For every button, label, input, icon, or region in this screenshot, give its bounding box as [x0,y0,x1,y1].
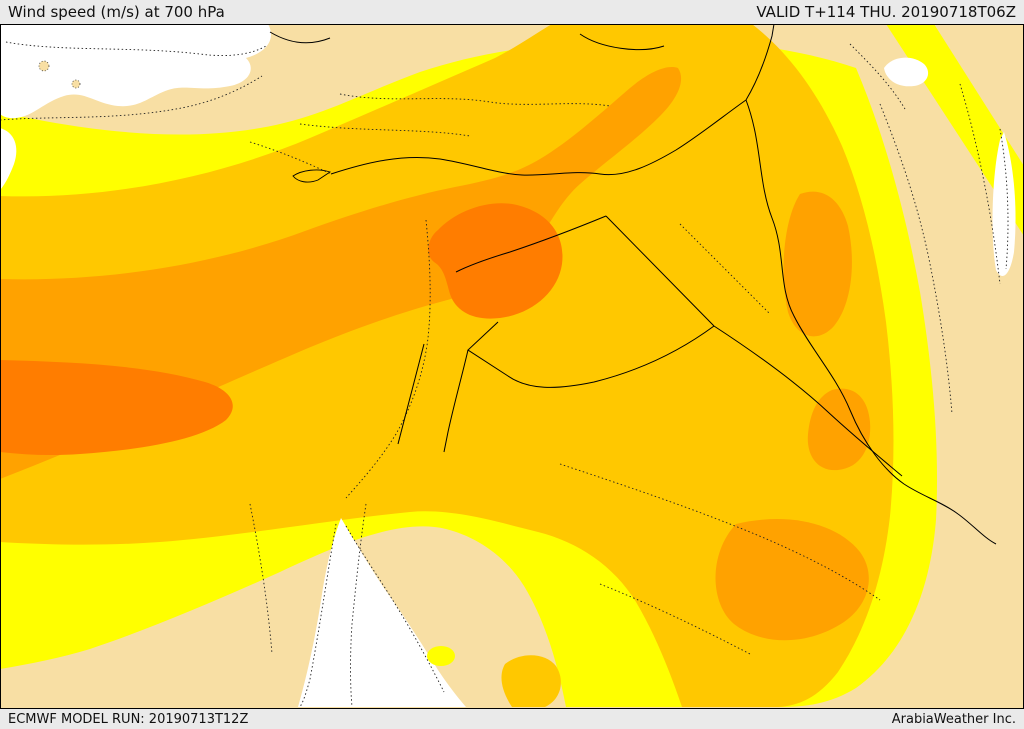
coastlines-dotted [0,41,1009,708]
admin-turkey-1 [339,93,611,107]
outline-cyprus [292,169,332,183]
contour-orange-blob-east-mid [807,388,871,471]
contour-gold-patch-south [501,655,561,707]
model-run-label: ECMWF MODEL RUN: 20190713T12Z [8,711,249,727]
contour-core-deep-orange-levant [428,203,563,319]
border-caucasus [579,33,665,51]
coastline-levant [345,219,431,499]
admin-iran-1 [879,103,953,415]
calm-white-areas [0,24,1016,707]
border-turkey-south [330,99,747,176]
coastline-nw-top [5,41,267,56]
footer-bar: ECMWF MODEL RUN: 20190713T12Z ArabiaWeat… [0,709,1024,729]
valid-time-label: VALID T+114 THU. 20190718T06Z [756,3,1016,21]
border-iraq-saudi-west [467,321,715,388]
coastline-caspian [999,128,1009,270]
border-iran-west [745,99,997,545]
calm-area-west-edge [0,128,17,190]
admin-egypt [249,503,273,655]
contour-orange-blob-east-upper [783,191,852,337]
island-1 [38,60,50,72]
contour-band-gold [0,24,894,707]
coastline-red-sea-east [345,525,445,693]
island-2 [71,79,81,89]
calm-area-northwest [0,24,272,119]
calm-area-east-edge [992,132,1016,276]
admin-iraq [679,223,771,315]
contour-core-deep-orange-west [0,360,233,456]
coastline-black-sea [0,75,263,121]
admin-saudi-1 [559,463,881,601]
border-jordan-aqaba [443,349,469,453]
border-iraq-saudi-east [713,325,903,477]
border-turkey-northeast [745,24,775,101]
brand-label: ArabiaWeather Inc. [891,711,1016,727]
contour-orange-blob-southeast [715,519,869,641]
calm-area-northeast-spot [884,57,929,87]
calm-area-red-sea [298,518,466,707]
border-syria-iraq [605,215,715,327]
header-bar: Wind speed (m/s) at 700 hPa VALID T+114 … [0,0,1024,24]
map-title: Wind speed (m/s) at 700 hPa [8,3,225,21]
country-borders [269,24,997,545]
border-israel-egypt [397,343,425,445]
river-nile [350,503,367,708]
contour-yellow-islet [427,646,455,666]
weather-map [0,24,1024,709]
border-syria-jordan [455,215,607,273]
admin-turkey-2 [299,123,471,137]
map-area [0,24,1024,709]
admin-caucasus [849,43,906,110]
border-balkans [269,31,331,44]
